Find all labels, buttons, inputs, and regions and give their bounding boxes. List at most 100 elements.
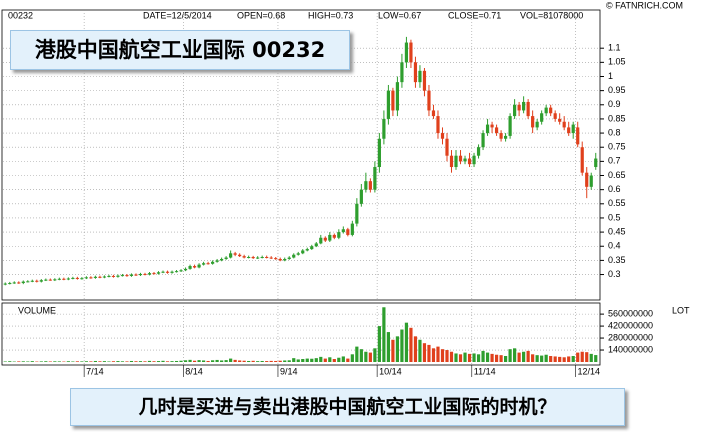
volume-bar bbox=[206, 360, 210, 362]
volume-bar bbox=[499, 355, 503, 362]
candle-body bbox=[431, 110, 436, 117]
candle-body bbox=[80, 278, 84, 280]
candle-body bbox=[57, 278, 61, 280]
candle-body bbox=[571, 124, 575, 134]
volume-bar bbox=[513, 348, 517, 362]
volume-bar bbox=[431, 348, 436, 362]
volume-bar bbox=[310, 358, 314, 362]
volume-bar bbox=[472, 353, 476, 362]
y-tick-label: 0.5 bbox=[608, 212, 621, 222]
candle-body bbox=[292, 254, 296, 258]
volume-bar bbox=[201, 360, 206, 362]
candle-body bbox=[494, 127, 499, 134]
x-tick-label: 9/14 bbox=[280, 366, 298, 376]
candle-body bbox=[170, 271, 174, 273]
candle-body bbox=[44, 279, 48, 281]
source: © FATNRICH.COM bbox=[606, 0, 683, 10]
volume-bar bbox=[467, 353, 472, 362]
y-tick-label: 0.75 bbox=[608, 142, 626, 152]
y-tick-label: 280000000 bbox=[608, 332, 653, 342]
volume-bar bbox=[260, 360, 264, 362]
candle-body bbox=[422, 70, 427, 91]
volume-bar bbox=[364, 351, 368, 362]
volume-label: VOLUME bbox=[18, 305, 56, 315]
candle-body bbox=[206, 263, 210, 265]
candle-body bbox=[513, 104, 517, 117]
candle-body bbox=[445, 138, 449, 156]
y-tick-label: 0.3 bbox=[608, 269, 621, 279]
candle-body bbox=[211, 261, 215, 264]
volume-bar bbox=[138, 361, 143, 362]
y-tick-label: 0.65 bbox=[608, 170, 626, 180]
candle-body bbox=[301, 250, 305, 254]
candle-body bbox=[467, 158, 472, 165]
volume-bar bbox=[373, 348, 377, 362]
volume-bar bbox=[183, 360, 188, 362]
volume-bar bbox=[585, 352, 589, 362]
volume-bar bbox=[328, 357, 332, 362]
info-text: OPEN=0.68 bbox=[237, 10, 285, 20]
volume-bar bbox=[134, 361, 138, 362]
candle-body bbox=[215, 260, 219, 262]
candle-body bbox=[364, 181, 368, 190]
candle-body bbox=[594, 158, 598, 168]
candle-body bbox=[589, 175, 593, 187]
candle-body bbox=[75, 277, 79, 279]
candle-body bbox=[134, 274, 138, 276]
candle-body bbox=[278, 258, 282, 261]
volume-bar bbox=[508, 349, 512, 362]
volume-bar bbox=[449, 351, 454, 362]
volume-bar bbox=[296, 359, 300, 362]
volume-bar bbox=[332, 359, 336, 362]
candle-body bbox=[48, 279, 52, 281]
candle-body bbox=[107, 275, 111, 277]
candle-body bbox=[179, 270, 183, 272]
candle-body bbox=[576, 127, 580, 145]
candle-body bbox=[409, 42, 413, 63]
volume-bar bbox=[319, 356, 323, 362]
volume-bar bbox=[594, 355, 598, 362]
y-tick-label: 1.1 bbox=[608, 43, 621, 53]
candle-body bbox=[147, 273, 152, 275]
candle-body bbox=[26, 281, 30, 283]
candle-body bbox=[490, 124, 494, 128]
volume-bar bbox=[48, 361, 52, 362]
volume-bar bbox=[490, 353, 494, 362]
volume-bar bbox=[382, 307, 386, 362]
volume-bar bbox=[274, 360, 278, 362]
volume-bar bbox=[571, 356, 575, 362]
candle-body bbox=[400, 62, 404, 83]
volume-bar bbox=[440, 349, 445, 362]
candle-body bbox=[449, 155, 454, 168]
volume-panel bbox=[1, 302, 601, 366]
volume-bar bbox=[98, 361, 102, 362]
volume-bar bbox=[17, 361, 21, 362]
volume-bar bbox=[562, 357, 566, 362]
y-tick-label: 0.55 bbox=[608, 198, 626, 208]
volume-bar bbox=[30, 361, 34, 362]
candle-body bbox=[283, 258, 287, 261]
candle-body bbox=[238, 254, 242, 257]
volume-bar bbox=[197, 360, 201, 362]
volume-bar bbox=[576, 352, 580, 362]
volume-bar bbox=[102, 361, 107, 362]
volume-bar bbox=[80, 361, 84, 362]
candle-body bbox=[39, 280, 43, 282]
volume-bar bbox=[174, 360, 179, 362]
volume-bar bbox=[400, 329, 404, 362]
volume-bar bbox=[283, 360, 287, 362]
volume-bar bbox=[247, 360, 251, 362]
candle-body bbox=[517, 104, 521, 111]
volume-bar bbox=[107, 361, 111, 362]
candle-body bbox=[224, 257, 228, 259]
volume-bar bbox=[413, 336, 418, 362]
candle-body bbox=[35, 280, 39, 282]
candle-body bbox=[66, 278, 70, 280]
y-tick-label: 0.6 bbox=[608, 184, 621, 194]
candle-body bbox=[332, 234, 336, 238]
candle-body bbox=[531, 116, 535, 128]
volume-bar bbox=[251, 360, 255, 362]
volume-bar bbox=[355, 346, 359, 362]
